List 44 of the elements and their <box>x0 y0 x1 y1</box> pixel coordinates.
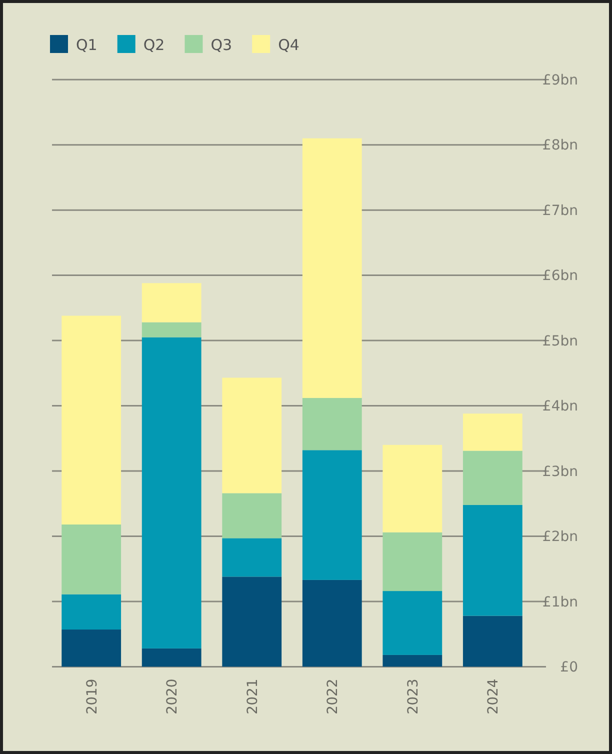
bar <box>142 648 202 667</box>
bar <box>62 594 122 630</box>
x-tick-label: 2022 <box>325 678 342 714</box>
bar <box>382 444 442 532</box>
x-tick-label: 2020 <box>164 678 181 714</box>
bar <box>302 398 362 450</box>
bar <box>62 524 122 594</box>
y-tick-label: £5bn <box>542 333 578 350</box>
bar <box>62 316 122 524</box>
bar <box>222 378 282 494</box>
y-tick-label: £4bn <box>542 398 578 415</box>
bar <box>382 654 442 667</box>
x-tick-label: 2021 <box>244 678 261 714</box>
bar <box>302 580 362 667</box>
y-tick-label: £0 <box>560 660 578 676</box>
bar <box>302 138 362 398</box>
x-tick-label: 2019 <box>84 678 100 714</box>
x-tick-label: 2024 <box>486 678 502 714</box>
y-tick-label: £7bn <box>542 202 578 219</box>
bar <box>222 493 282 538</box>
legend-label: Q3 <box>210 36 232 54</box>
y-tick-label: £1bn <box>542 594 578 610</box>
legend-label: Q2 <box>143 36 165 54</box>
y-tick-label: £9bn <box>542 72 578 88</box>
x-tick-label: 2023 <box>405 678 422 714</box>
bar <box>462 504 522 616</box>
bar <box>62 630 122 667</box>
bar <box>142 322 202 338</box>
bar <box>142 283 202 322</box>
y-tick-label: £8bn <box>542 138 578 154</box>
bar <box>222 576 282 667</box>
bar <box>142 337 202 648</box>
bar <box>382 532 442 592</box>
bar <box>462 616 522 667</box>
bar <box>222 538 282 577</box>
y-tick-label: £3bn <box>542 464 578 480</box>
bar <box>302 450 362 580</box>
bar <box>462 414 522 451</box>
bar <box>382 591 442 655</box>
y-tick-label: £6bn <box>542 268 578 284</box>
bar <box>462 450 522 505</box>
legend-label: Q1 <box>76 36 98 54</box>
legend-label: Q4 <box>278 36 300 54</box>
y-tick-label: £2bn <box>542 529 578 546</box>
